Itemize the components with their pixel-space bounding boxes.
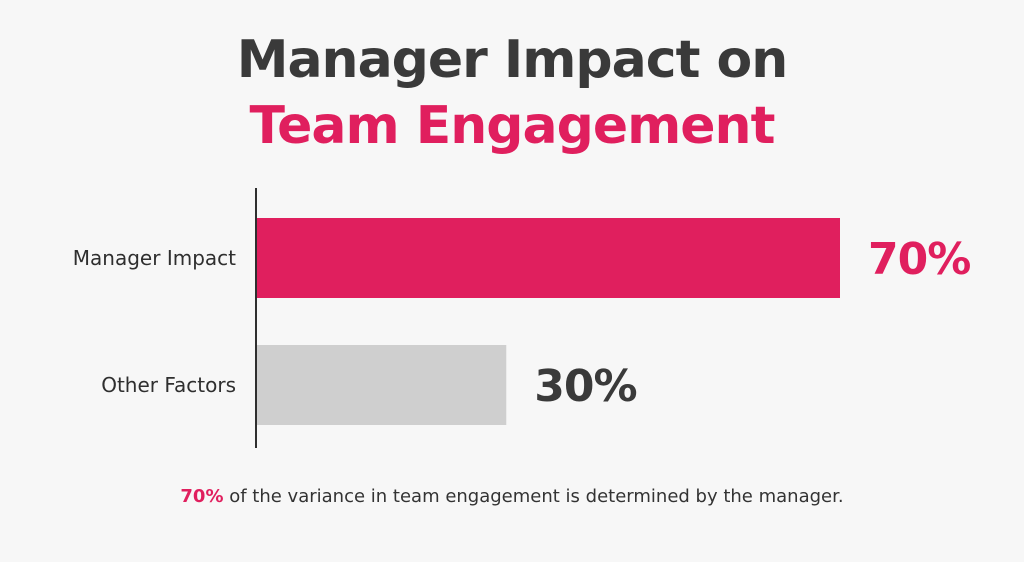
category-label: Manager Impact — [73, 246, 236, 270]
footnote-text: of the variance in team engagement is de… — [223, 486, 844, 507]
bar-manager-impact — [256, 218, 840, 298]
value-label: 70% — [868, 234, 970, 285]
value-label: 30% — [534, 361, 636, 412]
footnote-highlight: 70% — [180, 486, 224, 507]
chart-title: Manager Impact on — [236, 30, 789, 90]
chart-title-highlight: Team Engagement — [249, 96, 776, 156]
footnote: 70% of the variance in team engagement i… — [0, 486, 1024, 507]
category-label: Other Factors — [101, 373, 236, 397]
bar-other-factors — [256, 345, 507, 425]
